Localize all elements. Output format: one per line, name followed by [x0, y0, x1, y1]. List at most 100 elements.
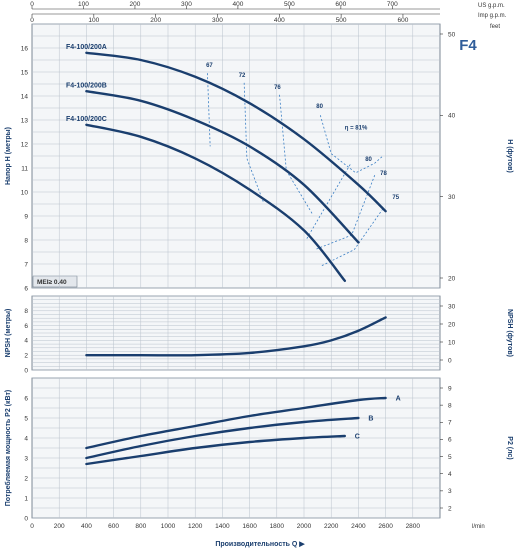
series-label: F4-100/200B [66, 83, 107, 90]
efficiency-label: 75 [392, 195, 399, 201]
y2-tick-label: 40 [448, 113, 456, 120]
efficiency-isoline [279, 94, 313, 214]
y2-tick-label: 50 [448, 31, 456, 38]
x-tick-label: 2200 [324, 523, 339, 530]
y2-tick-label: 9 [448, 385, 452, 392]
efficiency-label: η = 81% [345, 126, 368, 132]
series-line-head-2 [85, 123, 346, 282]
y-tick-label: 8 [24, 237, 28, 244]
y2-tick-label: 6 [448, 437, 452, 444]
y-tick-label: 0 [24, 367, 28, 374]
imp-gpm-tick-label: 400 [274, 17, 285, 24]
y2-axis-title: NPSH (футов) [506, 309, 513, 357]
y-tick-label: 0 [24, 515, 28, 522]
efficiency-label: 67 [206, 63, 213, 69]
series-line-head-0 [85, 51, 387, 213]
y-tick-label: 4 [24, 435, 28, 442]
us-gpm-tick-label: 100 [78, 1, 89, 8]
y-tick-label: 2 [24, 353, 28, 360]
y-tick-label: 10 [21, 189, 29, 196]
efficiency-isoline [320, 208, 384, 267]
efficiency-isoline [243, 82, 264, 202]
x-unit-label: l/min [472, 524, 485, 530]
y2-tick-label: 8 [448, 402, 452, 409]
us-gpm-tick-label: 500 [284, 1, 295, 8]
x-tick-label: 1600 [242, 523, 257, 530]
us-gpm-unit: US g.p.m. [478, 3, 505, 9]
y2-tick-label: 2 [448, 505, 452, 512]
y2-axis-title: P2 (лс) [506, 436, 513, 459]
y-tick-label: 15 [21, 69, 29, 76]
y2-axis-title: H (футов) [506, 139, 513, 173]
y2-tick-label: 3 [448, 488, 452, 495]
feet-unit: feet [490, 24, 500, 30]
y-tick-label: 4 [24, 338, 28, 345]
y2-tick-label: 5 [448, 454, 452, 461]
y2-tick-label: 30 [448, 194, 456, 201]
us-gpm-tick-label: 0 [30, 1, 34, 8]
y-tick-label: 6 [24, 323, 28, 330]
imp-gpm-tick-label: 600 [398, 17, 409, 24]
y-tick-label: 5 [24, 415, 28, 422]
x-tick-label: 2600 [378, 523, 393, 530]
series-line-power-0 [85, 396, 387, 450]
series-line-npsh-0 [85, 316, 387, 357]
us-gpm-tick-label: 200 [130, 1, 141, 8]
y-tick-label: 7 [24, 261, 28, 268]
imp-gpm-unit: Imp g.p.m. [478, 13, 507, 19]
y-axis-title: NPSH (метры) [5, 309, 12, 358]
y-tick-label: 13 [21, 117, 29, 124]
efficiency-label: 72 [239, 73, 246, 79]
x-axis-title: Производительность Q ▶ [215, 541, 305, 548]
series-line-power-1 [85, 416, 360, 460]
y-tick-label: 11 [21, 165, 28, 172]
x-tick-label: 1400 [215, 523, 230, 530]
x-tick-label: 2000 [297, 523, 312, 530]
y-tick-label: 16 [21, 45, 29, 52]
y-tick-label: 6 [24, 395, 28, 402]
y-tick-label: 12 [21, 141, 29, 148]
mei-label: MEI≥ 0.40 [37, 279, 67, 286]
efficiency-isoline [207, 73, 211, 147]
x-tick-label: 2400 [351, 523, 366, 530]
y-tick-label: 14 [21, 93, 29, 100]
series-label: C [355, 434, 360, 441]
us-gpm-tick-label: 600 [335, 1, 346, 8]
model-label: F4 [459, 37, 477, 54]
series-label: F4-100/200A [66, 44, 107, 51]
imp-gpm-tick-label: 300 [212, 17, 223, 24]
efficiency-label: 78 [380, 171, 387, 177]
efficiency-label: 80 [316, 104, 323, 110]
us-gpm-tick-label: 300 [181, 1, 192, 8]
series-line-power-2 [85, 434, 346, 466]
imp-gpm-tick-label: 200 [150, 17, 161, 24]
y-tick-label: 6 [24, 285, 28, 292]
y2-tick-label: 20 [448, 275, 456, 282]
imp-gpm-tick-label: 0 [30, 17, 34, 24]
series-label: A [396, 396, 401, 403]
y-tick-label: 8 [24, 308, 28, 315]
y-tick-label: 1 [24, 495, 28, 502]
y-tick-label: 3 [24, 455, 28, 462]
y2-tick-label: 7 [448, 420, 452, 427]
y2-tick-label: 10 [448, 339, 456, 346]
us-gpm-tick-label: 400 [232, 1, 243, 8]
series-line-head-1 [85, 90, 360, 244]
x-tick-label: 1800 [270, 523, 285, 530]
series-label: B [368, 416, 373, 423]
x-tick-label: 200 [54, 523, 65, 530]
efficiency-label: 80 [365, 157, 372, 163]
efficiency-label: 76 [274, 85, 281, 91]
x-tick-label: 2800 [406, 523, 421, 530]
y-tick-label: 2 [24, 475, 28, 482]
y2-tick-label: 4 [448, 471, 452, 478]
x-tick-label: 1200 [188, 523, 203, 530]
series-label: F4-100/200C [66, 116, 107, 123]
imp-gpm-tick-label: 500 [336, 17, 347, 24]
x-tick-label: 1000 [161, 523, 176, 530]
imp-gpm-tick-label: 100 [88, 17, 99, 24]
y-axis-title: Напор H (метры) [5, 127, 12, 185]
y-tick-label: 9 [24, 213, 28, 220]
